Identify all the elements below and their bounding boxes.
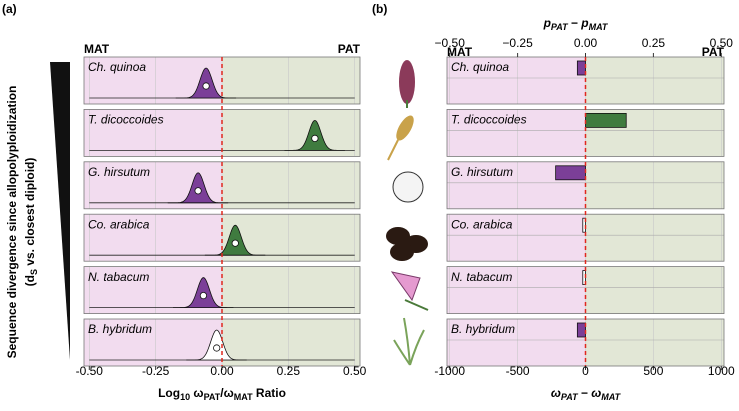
row-frame (83, 161, 361, 210)
mat-region (84, 109, 222, 157)
top-axis-label: pPAT − pMAT (543, 16, 609, 32)
bar (576, 322, 586, 338)
x-axis-label-part: Log (158, 386, 180, 400)
species-label: Co. arabica (451, 217, 513, 231)
species-label: T. dicoccoides (88, 113, 164, 127)
top-axis-label-part: PAT (551, 22, 569, 32)
bar (576, 60, 586, 76)
species-label: G. hirsutum (451, 165, 513, 179)
row-frame (446, 266, 725, 315)
species-label: Co. arabica (88, 217, 150, 231)
y-axis-label: Sequence divergence since allopolyploidi… (5, 86, 19, 359)
mat-region (447, 109, 586, 157)
row-frame (83, 266, 361, 315)
bottom-axis-label-part: ω (551, 386, 561, 400)
mat-region (447, 319, 586, 366)
x-axis-label-part: 10 (180, 392, 190, 402)
x-axis-label-part: Ratio (253, 386, 286, 400)
mat-region (84, 214, 222, 262)
row-frame (446, 161, 725, 210)
x-axis-label-part: MAT (234, 392, 253, 402)
plant-icons (386, 60, 429, 366)
pat-region (585, 57, 724, 104)
bottom-tick-label: 500 (643, 364, 663, 378)
bottom-axis-label-part: MAT (601, 392, 621, 402)
mat-label: MAT (447, 45, 473, 59)
x-axis-label-part: /ω (220, 386, 233, 400)
pat-region (222, 319, 360, 366)
panel-label: (a) (2, 2, 17, 16)
x-tick-label: -0.50 (76, 364, 104, 378)
pat-region (585, 266, 724, 314)
species-label: B. hybridum (88, 322, 152, 336)
peak-marker (231, 239, 239, 247)
bottom-tick-label: -500 (506, 364, 530, 378)
species-label: G. hirsutum (88, 165, 150, 179)
mat-region (447, 214, 586, 262)
bottom-axis-label-part: − ω (578, 386, 602, 400)
top-tick-label: 0.00 (574, 36, 598, 50)
bottom-tick-label: 0 (582, 364, 589, 378)
y-axis-label: (dS vs. closest diploid) (23, 158, 39, 287)
y-axis-label-part: (d (23, 275, 37, 286)
mat-region (447, 57, 586, 104)
pat-label: PAT (338, 42, 361, 56)
bottom-axis-label-part: PAT (561, 392, 579, 402)
x-axis-label-part: PAT (204, 392, 221, 402)
x-axis-label: Log10 ωPAT/ωMAT Ratio (158, 386, 286, 402)
x-axis-label-part: ω (190, 386, 203, 400)
top-tick-label: −0.50 (435, 36, 466, 50)
x-tick-label: -0.25 (142, 364, 170, 378)
pat-region (585, 319, 724, 366)
bar (555, 165, 586, 181)
pat-region (222, 266, 360, 314)
top-axis-label-part: p (543, 16, 551, 30)
pat-region (222, 161, 360, 209)
mat-region (447, 266, 586, 314)
divergence-wedge (50, 62, 70, 360)
bottom-tick-label: 1000 (708, 364, 735, 378)
species-label: N. tabacum (88, 270, 149, 284)
x-tick-label: 0.50 (343, 364, 367, 378)
top-axis-label-part: MAT (589, 22, 609, 32)
top-axis-label-part: − p (568, 16, 589, 30)
bar (585, 113, 627, 128)
bottom-tick-label: -1000 (434, 364, 465, 378)
pat-region (585, 214, 724, 262)
pat-region (222, 57, 360, 104)
peak-marker (311, 134, 319, 142)
peak-marker (202, 82, 210, 90)
x-tick-label: 0.25 (277, 364, 301, 378)
bottom-axis-label: ωPAT − ωMAT (551, 386, 622, 402)
species-label: T. dicoccoides (451, 113, 527, 127)
peak-marker (213, 344, 221, 352)
pat-region (222, 109, 360, 157)
species-label: N. tabacum (451, 270, 512, 284)
top-tick-label: 0.25 (642, 36, 666, 50)
top-tick-label: −0.25 (502, 36, 533, 50)
panel-label: (b) (372, 2, 387, 16)
mat-label: MAT (84, 42, 110, 56)
top-tick-label: 0.50 (710, 36, 734, 50)
pat-label: PAT (702, 45, 725, 59)
peak-marker (194, 187, 202, 195)
y-axis-label-part: S (29, 269, 39, 275)
peak-marker (199, 291, 208, 300)
species-label: B. hybridum (451, 322, 515, 336)
species-label: Ch. quinoa (88, 60, 146, 74)
y-axis-label-part: vs. closest diploid) (23, 158, 37, 269)
pat-region (585, 161, 724, 209)
species-label: Ch. quinoa (451, 60, 509, 74)
x-tick-label: 0.00 (210, 364, 234, 378)
mat-region (84, 319, 222, 366)
